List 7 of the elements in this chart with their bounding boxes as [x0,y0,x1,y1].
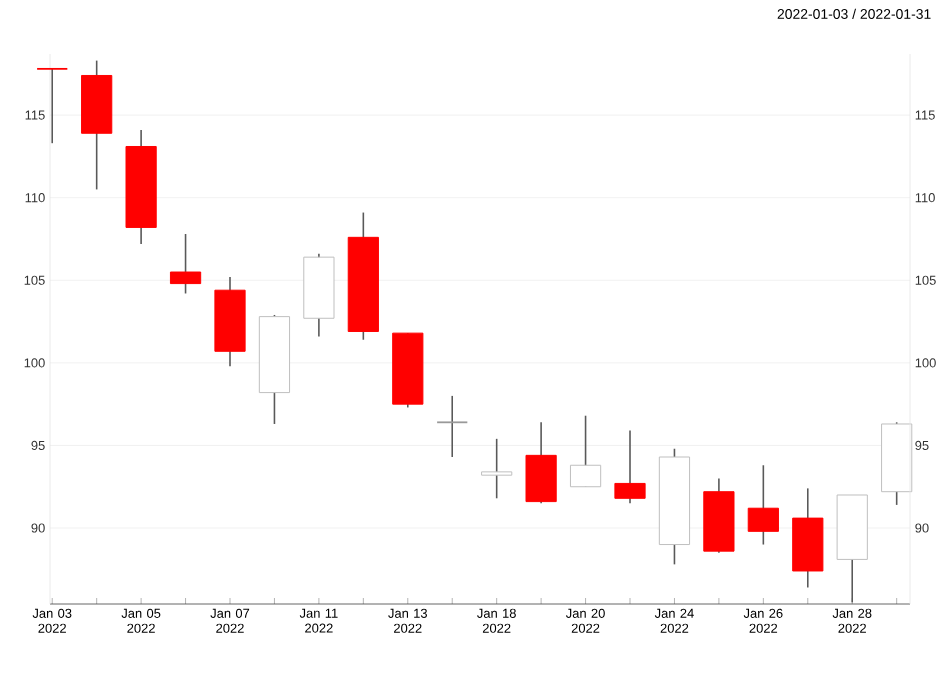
candlestick [436,395,469,458]
candlestick [525,421,557,505]
candlestick [747,464,779,546]
candlestick [614,429,646,505]
candlestick [569,414,602,488]
candlestick [481,438,513,500]
candlestick [169,233,202,295]
